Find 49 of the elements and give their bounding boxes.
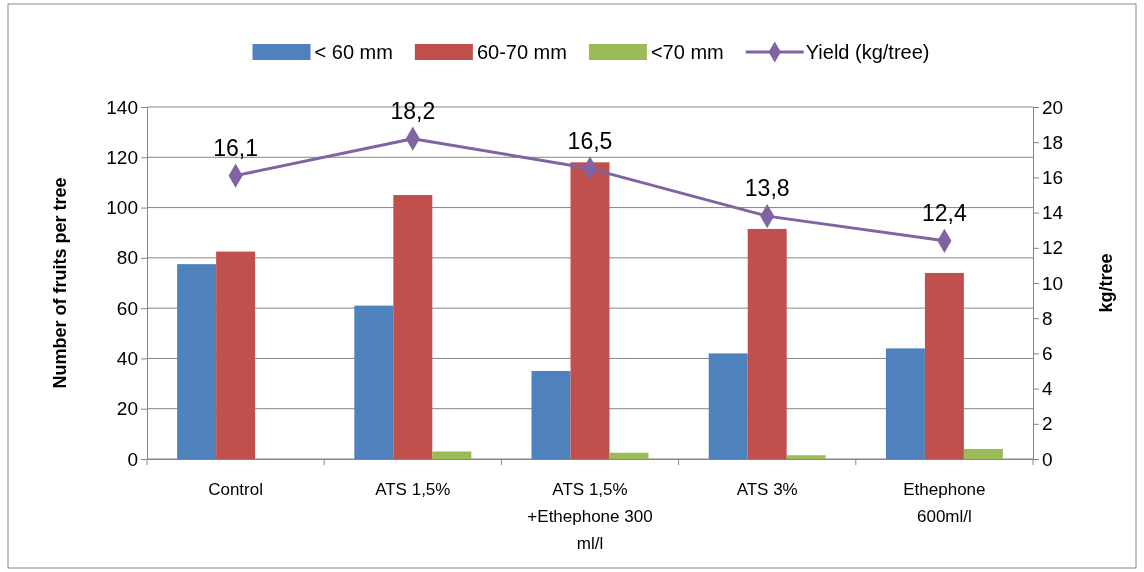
y-tick-label: 40 — [116, 348, 138, 370]
y-tick-label: 60 — [116, 297, 138, 319]
bar — [570, 162, 610, 459]
bar — [216, 251, 256, 459]
y2-axis-title: kg/tree — [1096, 253, 1116, 313]
y-tick-label: 0 — [127, 448, 138, 470]
data-label: 16,1 — [213, 134, 258, 161]
data-label: 18,2 — [390, 97, 436, 124]
bar — [708, 353, 748, 459]
y2-tick-label: 10 — [1042, 272, 1064, 294]
data-label: 16,5 — [567, 127, 613, 154]
y2-tick-label: 2 — [1042, 413, 1053, 435]
legend-label: <70 mm — [650, 41, 724, 63]
bar — [354, 305, 394, 459]
legend-label: < 60 mm — [314, 41, 393, 63]
x-tick-label: Control — [208, 480, 264, 499]
y-tick-label: 20 — [116, 398, 138, 420]
y2-tick-label: 14 — [1042, 202, 1064, 224]
x-tick-label: ATS 1,5% — [375, 480, 451, 499]
y2-tick-label: 16 — [1042, 166, 1064, 188]
bar — [432, 451, 472, 459]
y2-tick-label: 8 — [1042, 307, 1053, 329]
bar — [786, 455, 826, 459]
y2-tick-label: 12 — [1042, 237, 1064, 259]
y-tick-label: 80 — [116, 247, 138, 269]
bar — [531, 371, 571, 459]
y2-tick-label: 0 — [1042, 448, 1053, 470]
y-tick-label: 100 — [106, 197, 138, 219]
legend-label: Yield (kg/tree) — [805, 41, 930, 63]
y2-tick-label: 6 — [1042, 342, 1053, 364]
y-tick-label: 140 — [106, 96, 138, 118]
data-label: 12,4 — [922, 199, 967, 226]
y2-tick-label: 18 — [1042, 131, 1064, 153]
y-axis-title: Number of fruits per tree — [50, 177, 70, 389]
y2-tick-label: 20 — [1042, 96, 1064, 118]
bar — [609, 452, 649, 459]
x-tick-label: Ethephone 600ml/l — [903, 480, 986, 526]
bar — [177, 264, 217, 459]
x-tick-label: ATS 3% — [736, 480, 798, 499]
bar — [885, 348, 925, 459]
y2-tick-label: 4 — [1042, 378, 1053, 400]
bar — [747, 228, 787, 459]
bar — [924, 272, 964, 459]
y-tick-label: 120 — [106, 146, 138, 168]
bar — [963, 448, 1003, 459]
data-label: 13,8 — [744, 175, 790, 202]
x-tick-label: ATS 1,5% +Ethephone 300 ml/l — [527, 480, 653, 553]
bar — [393, 195, 433, 459]
legend-label: 60-70 mm — [476, 41, 567, 63]
